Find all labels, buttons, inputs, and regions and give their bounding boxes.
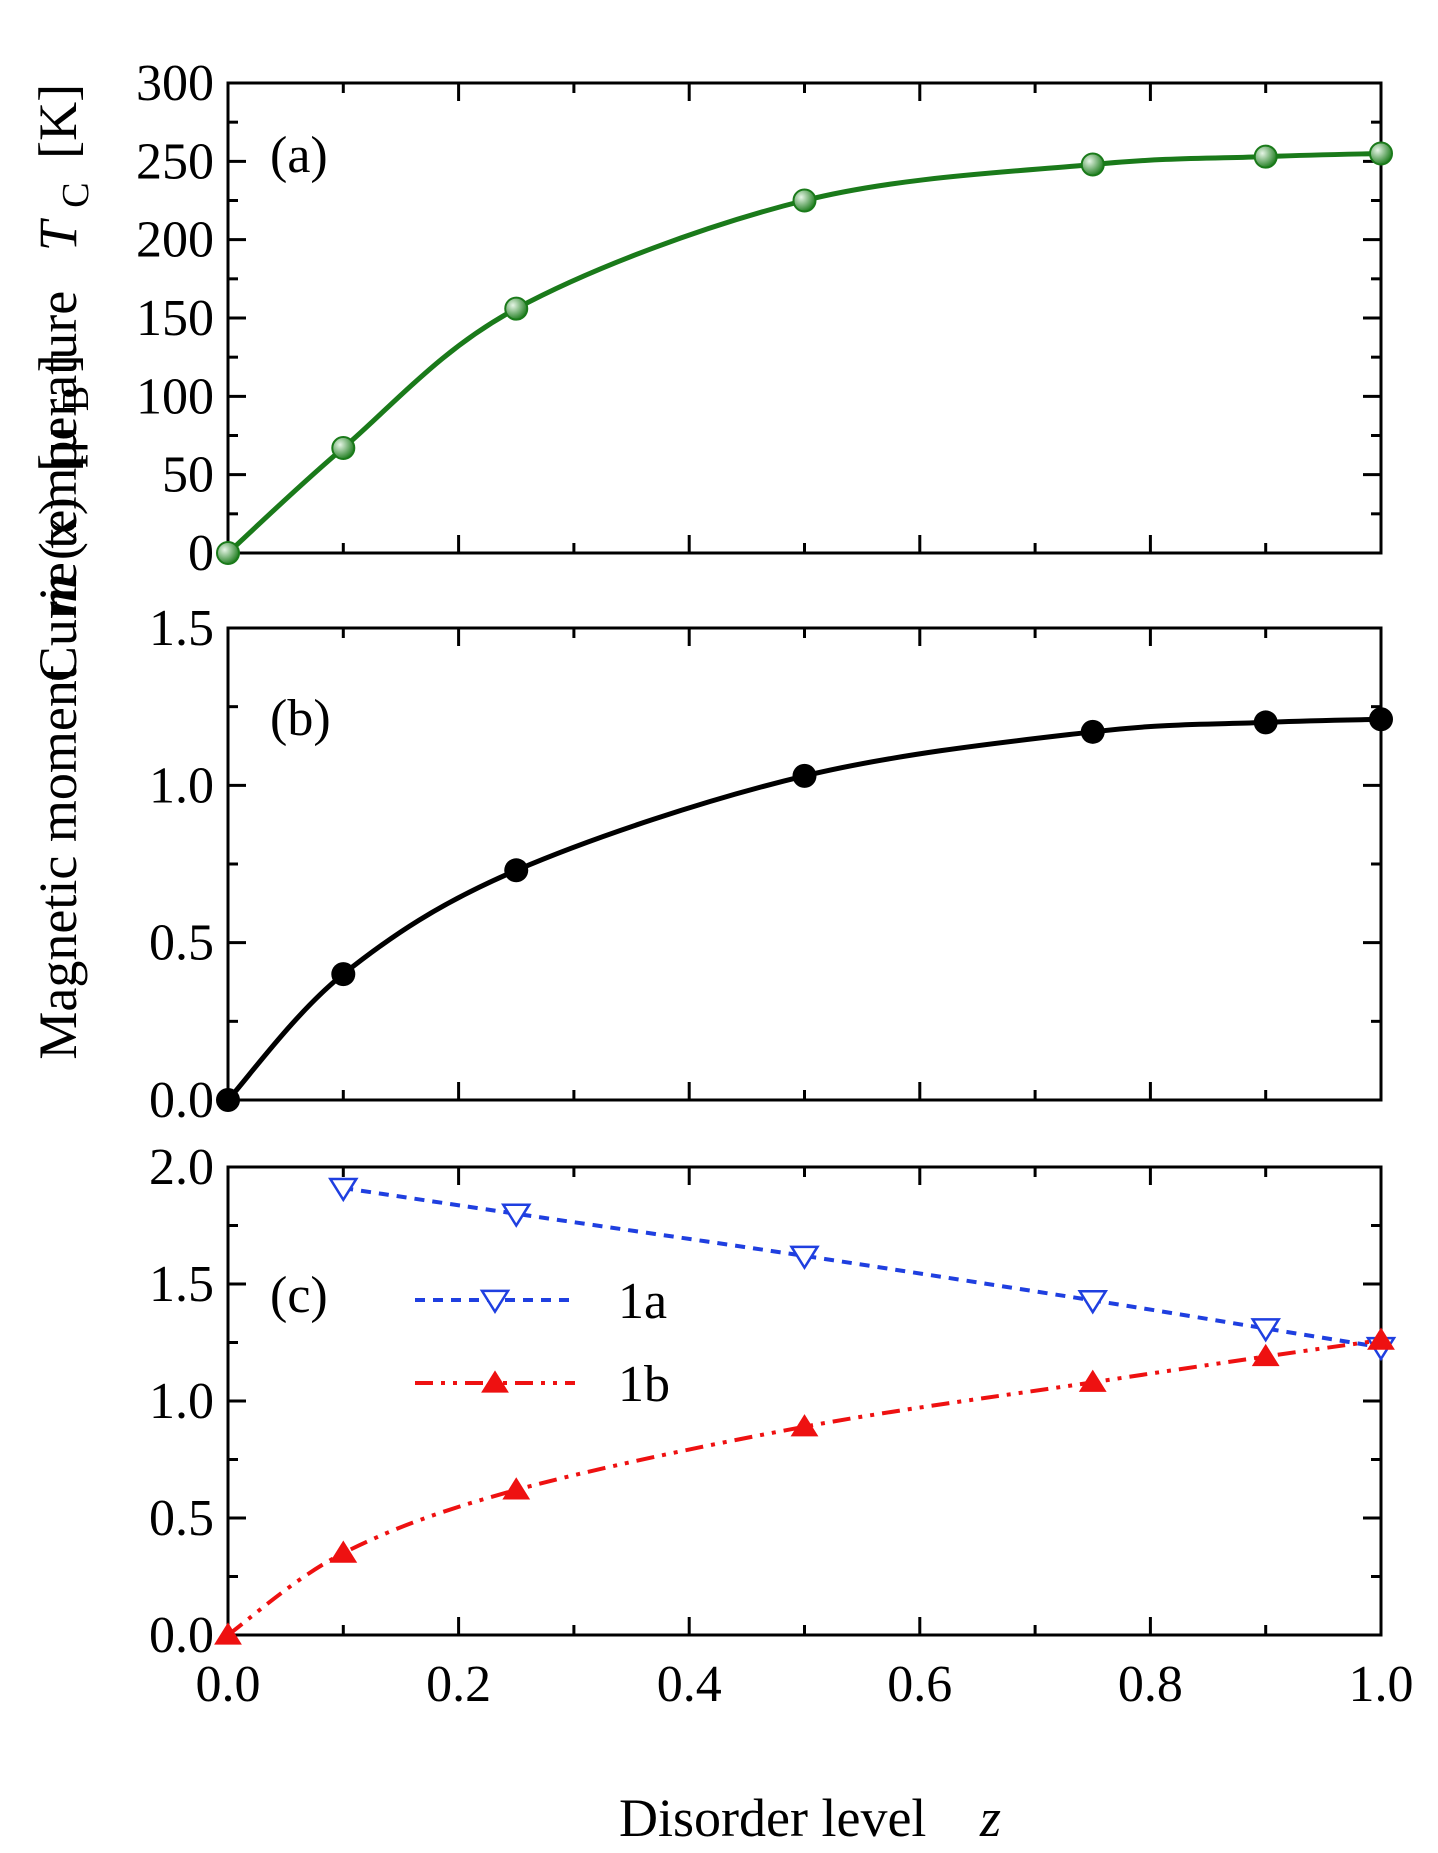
y-tick-label: 250 xyxy=(136,133,214,190)
panel-labels: (a) (b) (c) xyxy=(270,127,331,1324)
data-point xyxy=(1077,1290,1109,1315)
x-tick-label: 1.0 xyxy=(1349,1656,1414,1713)
panel-label: (b) xyxy=(270,690,331,747)
panel-label: (a) xyxy=(270,127,328,184)
y-tick-label: 100 xyxy=(136,368,214,425)
x-axis-title-text: Disorder level xyxy=(619,1788,926,1848)
data-point xyxy=(216,541,240,565)
y-tick-label: 150 xyxy=(136,290,214,347)
data-point xyxy=(502,1477,531,1500)
x-axis-title: Disorder level z xyxy=(619,1788,1001,1848)
y-axis-title-t: T xyxy=(28,217,88,251)
y-axis-title-group: Magnetic moment m (x) [μ B ] xyxy=(28,354,100,1059)
y-tick-label: 0 xyxy=(188,525,214,582)
y-tick-label: 200 xyxy=(136,212,214,269)
x-tick-label: 0.6 xyxy=(887,1656,952,1713)
data-point xyxy=(500,1203,532,1228)
y-tick-label: 0.5 xyxy=(149,1490,214,1547)
y-tick-label: 1.5 xyxy=(149,1256,214,1313)
axis-ticks xyxy=(226,81,1383,1637)
y-axis-title-unit-open: [μ xyxy=(28,425,88,472)
y-axis-title-top: Curie temperature T C [K] xyxy=(28,84,100,682)
y-axis-title-m: m xyxy=(28,574,88,616)
y-axis-title-c: C xyxy=(55,182,97,207)
y-tick-label: 1.0 xyxy=(149,757,214,814)
data-point xyxy=(789,1245,820,1270)
data-point xyxy=(1253,144,1278,169)
panel-frame-2 xyxy=(226,626,1383,1102)
data-point xyxy=(328,1177,359,1203)
panel-frame-3 xyxy=(226,1165,1383,1637)
data-point xyxy=(331,436,356,461)
data-point xyxy=(216,1088,240,1112)
data-point xyxy=(1369,707,1393,732)
y-tick-label: 2.0 xyxy=(149,1139,214,1196)
tick-labels: 0 50 100 150 200 250 300 0.0 0.5 1.0 1.5 0.0 0.5 1.0 1… xyxy=(136,55,1414,1713)
data-point xyxy=(792,763,817,788)
y-tick-label: 0.5 xyxy=(149,915,214,972)
y-axis-title-unit-close: ] xyxy=(28,354,88,372)
panel-label: (c) xyxy=(270,1267,328,1324)
x-tick-label: 0.2 xyxy=(426,1656,491,1713)
x-tick-label: 0.0 xyxy=(196,1656,261,1713)
y-tick-label: 300 xyxy=(136,55,214,112)
data-point xyxy=(1250,1318,1281,1343)
data-point xyxy=(790,1414,819,1437)
y-axis-title-moment: Magnetic moment xyxy=(28,665,88,1059)
data-point xyxy=(1369,141,1393,166)
x-axis-title-z: z xyxy=(979,1788,1001,1848)
data-point xyxy=(1251,1343,1280,1367)
x-tick-label: 0.4 xyxy=(657,1656,722,1713)
legend-label-1b: 1b xyxy=(618,1356,670,1413)
data-point xyxy=(214,1622,242,1645)
x-tick-label: 0.8 xyxy=(1118,1656,1183,1713)
panel-frame-1 xyxy=(226,81,1383,555)
y-tick-label: 0.0 xyxy=(149,1607,214,1664)
series-line-1b xyxy=(226,1338,1382,1637)
data-point xyxy=(504,296,529,321)
y-axis-title-curie: Curie temperature xyxy=(28,291,88,682)
data-series xyxy=(214,141,1397,1645)
y-tick-label: 1.5 xyxy=(149,600,214,657)
legend-marker-1a xyxy=(479,1289,511,1315)
data-point xyxy=(1253,710,1278,735)
y-axis-title-kelvin: [K] xyxy=(28,84,88,159)
y-axis-title-x: (x) xyxy=(28,497,88,560)
data-point xyxy=(1367,1327,1395,1350)
data-point xyxy=(1078,1369,1107,1392)
data-point xyxy=(329,1540,358,1563)
legend-marker-1b xyxy=(481,1370,509,1393)
y-axis-title-top-group: Curie temperature T C [K] xyxy=(28,84,100,682)
y-axis-title-unit-sub: B xyxy=(55,386,97,411)
y-tick-label: 50 xyxy=(162,447,214,504)
panel-frames xyxy=(226,81,1383,1637)
series-line-(a) xyxy=(226,151,1382,555)
y-axis-title: Magnetic moment m (x) [μ B ] xyxy=(28,354,100,1059)
data-point xyxy=(792,188,817,213)
y-tick-label: 0.0 xyxy=(149,1072,214,1129)
data-point xyxy=(1080,719,1105,744)
y-tick-label: 1.0 xyxy=(149,1373,214,1430)
data-point xyxy=(1080,152,1105,177)
data-point xyxy=(504,858,529,883)
data-point xyxy=(331,962,356,987)
series-line-1a xyxy=(343,1186,1382,1350)
legend-label-1a: 1a xyxy=(618,1273,667,1330)
